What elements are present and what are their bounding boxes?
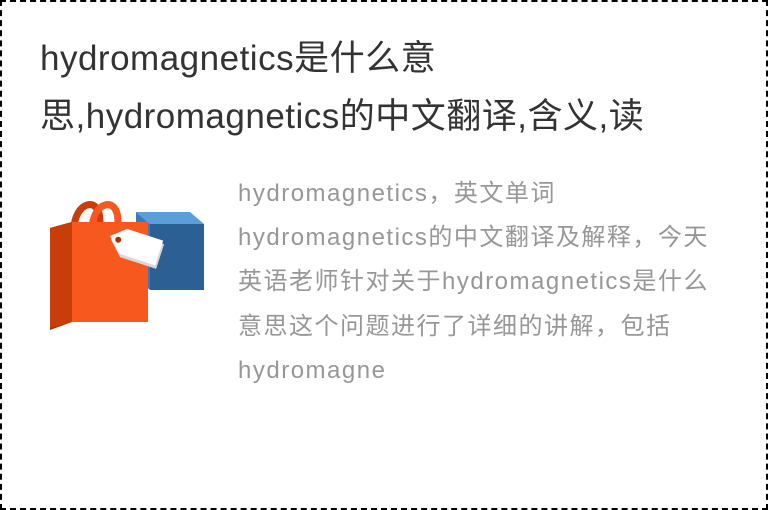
shopping-bag-icon — [40, 172, 210, 342]
excerpt-text: hydromagnetics，英文单词hydromagnetics的中文翻译及解… — [238, 172, 728, 394]
page-title: hydromagnetics是什么意思,hydromagnetics的中文翻译,… — [40, 30, 728, 146]
body-row: hydromagnetics，英文单词hydromagnetics的中文翻译及解… — [40, 172, 728, 394]
card: hydromagnetics是什么意思,hydromagnetics的中文翻译,… — [0, 0, 768, 510]
